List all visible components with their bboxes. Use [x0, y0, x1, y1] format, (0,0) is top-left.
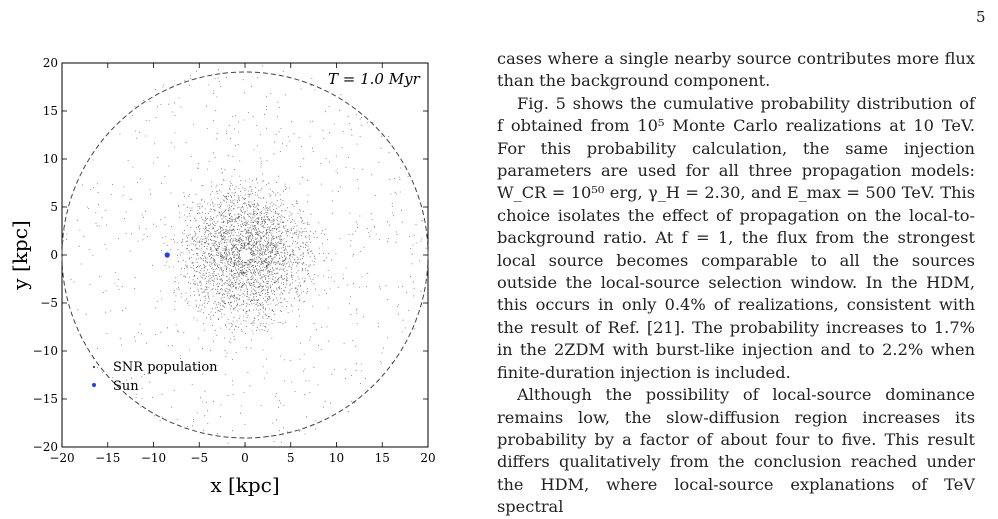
axis-ticks: −20 20 −15 15 −10 10 −5 5 0 0 5 −5 10 −10 15 −15 20 −20: [33, 56, 436, 465]
page-number: 5: [976, 8, 986, 26]
x-axis-label: x [kpc]: [210, 473, 279, 497]
legend: SNR population Sun: [92, 360, 218, 394]
y-tick-label: −5: [40, 296, 58, 310]
figure-snr-distribution: −20 20 −15 15 −10 10 −5 5 0 0 5 −5 10 −10 15 −15 20 −20 T…: [0, 40, 460, 509]
x-tick-label: 15: [375, 451, 390, 465]
y-tick-label: −20: [33, 440, 58, 454]
legend-label-sun: Sun: [113, 379, 139, 394]
legend-label-population: SNR population: [113, 360, 218, 375]
x-tick-label: −10: [141, 451, 166, 465]
scatter-plot: −20 20 −15 15 −10 10 −5 5 0 0 5 −5 10 −10 15 −15 20 −20 T…: [8, 56, 436, 497]
snr-population-points: [62, 65, 428, 446]
snr-points: [62, 65, 428, 446]
y-axis-label: y [kpc]: [8, 220, 32, 290]
x-tick-label: 0: [241, 451, 249, 465]
x-tick-label: −20: [49, 451, 74, 465]
y-tick-label: −15: [33, 392, 58, 406]
y-tick-label: 20: [43, 56, 58, 70]
sun-point: [164, 252, 170, 258]
paragraph-2: Fig. 5 shows the cumulative probability …: [497, 93, 975, 382]
y-tick-label: −10: [33, 344, 58, 358]
y-tick-label: 10: [43, 152, 58, 166]
x-tick-label: 10: [329, 451, 344, 465]
paragraph-1: cases where a single nearby source contr…: [497, 49, 975, 91]
t-annotation: T = 1.0 Myr: [328, 70, 421, 88]
paragraph-3: Although the possibility of local-source…: [497, 385, 975, 517]
x-tick-label: −5: [190, 451, 208, 465]
x-tick-label: −15: [95, 451, 120, 465]
legend-marker-sun: [92, 383, 96, 387]
legend-marker-population: [93, 366, 95, 368]
x-tick-label: 20: [420, 451, 435, 465]
x-tick-label: 5: [287, 451, 295, 465]
plot-frame: [61, 62, 429, 448]
y-tick-label: 5: [50, 200, 58, 214]
y-tick-label: 0: [50, 248, 58, 262]
y-tick-label: 15: [43, 104, 58, 118]
body-text-column: cases where a single nearby source contr…: [497, 48, 975, 519]
